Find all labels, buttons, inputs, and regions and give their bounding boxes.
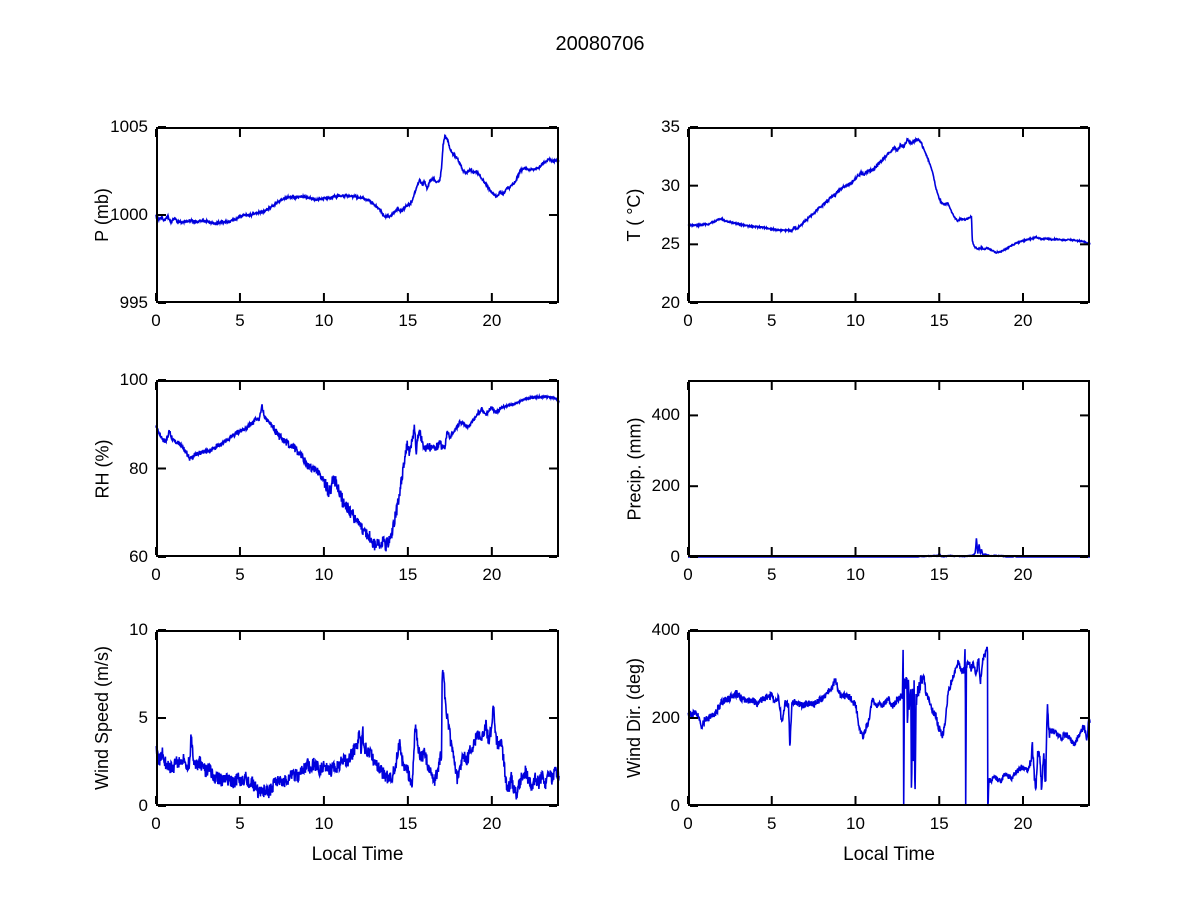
y-tick-label: 0 bbox=[138, 796, 148, 815]
y-tick-label: 1005 bbox=[110, 117, 148, 136]
y-tick-label: 5 bbox=[138, 708, 148, 727]
series-line-wind-speed bbox=[155, 669, 560, 800]
plot-frame bbox=[688, 630, 1090, 806]
y-tick-label: 10 bbox=[129, 620, 148, 639]
x-tick-label: 20 bbox=[1013, 565, 1033, 584]
x-tick-label: 10 bbox=[846, 311, 865, 330]
plot-svg-precipitation bbox=[687, 380, 1090, 558]
y-axis-label-precipitation: Precip. (mm) bbox=[624, 417, 644, 520]
series-line-pressure bbox=[155, 133, 560, 227]
y-tick-label: 30 bbox=[661, 175, 680, 195]
subplot-pressure: 0 5 10 15 20 995 1000 1005 P (mb) bbox=[92, 117, 560, 330]
x-tick-label: 0 bbox=[683, 565, 693, 584]
subplot-humidity: 0 5 10 15 20 60 80 100 RH (%) bbox=[92, 370, 560, 584]
figure-title: 20080706 bbox=[555, 33, 645, 55]
x-tick-label: 15 bbox=[398, 311, 418, 330]
y-tick-label: 35 bbox=[661, 117, 680, 136]
x-tick-label: 20 bbox=[482, 311, 502, 330]
subplot-wind-direction: 0 5 10 15 20 0 200 400 Wind Dir. (deg) Local Time bbox=[624, 620, 1091, 865]
x-tick-label: 0 bbox=[151, 565, 161, 584]
y-tick-label: 200 bbox=[651, 476, 680, 496]
x-tick-label: 0 bbox=[683, 814, 693, 833]
x-tick-label: 0 bbox=[151, 311, 161, 330]
y-axis-label-wind-speed: Wind Speed (m/s) bbox=[92, 645, 112, 791]
y-tick-label: 80 bbox=[129, 458, 148, 478]
y-tick-label: 200 bbox=[651, 708, 680, 727]
y-tick-label: 400 bbox=[651, 405, 680, 425]
y-tick-label: 0 bbox=[670, 796, 680, 815]
y-tick-label: 995 bbox=[119, 293, 148, 312]
x-tick-label: 5 bbox=[767, 311, 777, 330]
y-tick-label: 60 bbox=[129, 547, 148, 566]
series-line-wind-direction bbox=[687, 646, 1091, 807]
x-tick-label: 15 bbox=[929, 814, 949, 833]
plot-frame bbox=[156, 380, 559, 557]
plot-svg-wind-speed bbox=[155, 629, 560, 807]
y-tick-label: 25 bbox=[661, 234, 680, 254]
x-tick-label: 15 bbox=[398, 565, 418, 584]
x-tick-label: 0 bbox=[151, 814, 161, 833]
x-tick-label: 20 bbox=[1013, 814, 1033, 833]
x-tick-label: 10 bbox=[846, 814, 865, 833]
series-line-humidity bbox=[155, 392, 560, 552]
plot-svg-wind-direction bbox=[687, 629, 1091, 807]
subplot-wind-speed: 0 5 10 15 20 0 5 10 Wind Speed (m/s) Local Time bbox=[92, 620, 560, 865]
y-tick-label: 1000 bbox=[110, 205, 148, 224]
plot-frame bbox=[156, 127, 559, 303]
x-tick-label: 10 bbox=[314, 814, 334, 833]
x-tick-label: 20 bbox=[1013, 311, 1033, 330]
subplot-precipitation: 0 5 10 15 20 0 200 400 Precip. (mm) bbox=[624, 380, 1090, 584]
plot-svg-humidity bbox=[155, 379, 560, 558]
x-tick-label: 15 bbox=[398, 814, 418, 833]
x-tick-label: 15 bbox=[929, 565, 949, 584]
plot-frame bbox=[688, 380, 1090, 557]
x-tick-label: 5 bbox=[235, 311, 245, 330]
x-tick-label: 10 bbox=[314, 311, 334, 330]
plot-svg-temperature bbox=[687, 126, 1091, 304]
x-tick-label: 20 bbox=[482, 565, 502, 584]
x-tick-label: 5 bbox=[235, 565, 245, 584]
plot-svg-pressure bbox=[155, 126, 560, 304]
series-line-temperature bbox=[687, 136, 1091, 255]
plot-frame bbox=[156, 630, 559, 806]
x-axis-label-wind-direction: Local Time bbox=[843, 844, 935, 865]
x-tick-label: 15 bbox=[929, 311, 949, 330]
series-line-precipitation bbox=[688, 538, 1090, 558]
subplot-temperature: 0 5 10 15 20 20 25 30 35 T ( °C) bbox=[624, 117, 1091, 330]
plot-frame bbox=[688, 127, 1090, 303]
x-tick-label: 10 bbox=[314, 565, 334, 584]
y-axis-label-temperature: T ( °C) bbox=[624, 188, 644, 242]
x-tick-label: 0 bbox=[683, 311, 693, 330]
y-axis-label-pressure: P (mb) bbox=[92, 188, 112, 242]
x-tick-label: 5 bbox=[767, 565, 777, 584]
x-tick-label: 10 bbox=[846, 565, 865, 584]
x-tick-label: 5 bbox=[767, 814, 777, 833]
x-tick-label: 5 bbox=[235, 814, 245, 833]
y-tick-label: 100 bbox=[119, 370, 148, 389]
y-tick-label: 0 bbox=[670, 547, 680, 566]
y-tick-label: 400 bbox=[651, 620, 680, 639]
y-axis-label-humidity: RH (%) bbox=[92, 439, 112, 498]
y-tick-label: 20 bbox=[661, 293, 680, 312]
y-axis-label-wind-direction: Wind Dir. (deg) bbox=[624, 657, 644, 779]
x-tick-label: 20 bbox=[482, 814, 502, 833]
x-axis-label-wind-speed: Local Time bbox=[311, 844, 404, 865]
